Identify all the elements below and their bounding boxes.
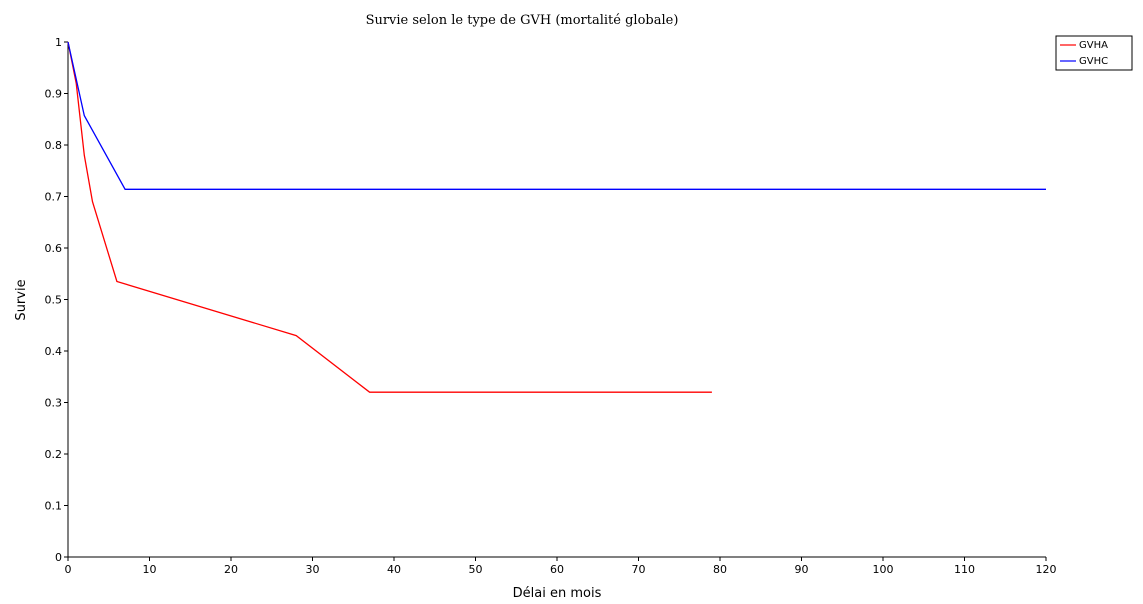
chart-title: Survie selon le type de GVH (mortalité g… — [366, 13, 679, 28]
x-tick-label: 50 — [469, 563, 483, 576]
y-tick-label: 0.8 — [45, 139, 63, 152]
x-tick-label: 70 — [632, 563, 646, 576]
series-line-gvha — [67, 41, 712, 393]
x-tick-label: 110 — [954, 563, 975, 576]
series-layer — [67, 41, 1046, 393]
y-tick-label: 0.1 — [45, 500, 63, 513]
y-tick-label: 0.7 — [45, 191, 63, 204]
legend-box — [1055, 35, 1133, 71]
x-tick-label: 120 — [1036, 563, 1057, 576]
y-tick-label: 0.6 — [45, 242, 63, 255]
x-tick-label: 20 — [224, 563, 238, 576]
series-line-gvhc — [67, 41, 1046, 190]
y-tick-label: 0.2 — [45, 448, 63, 461]
y-tick-label: 0 — [55, 551, 62, 564]
x-tick-label: 100 — [873, 563, 894, 576]
y-tick-label: 0.5 — [45, 294, 63, 307]
x-tick-label: 0 — [65, 563, 72, 576]
x-tick-label: 80 — [713, 563, 727, 576]
legend: GVHA GVHC — [1055, 35, 1133, 71]
legend-label-gvhc: GVHC — [1079, 56, 1108, 67]
x-tick-label: 90 — [795, 563, 809, 576]
y-axis-label: Survie — [14, 279, 29, 320]
y-tick-label: 0.9 — [45, 88, 63, 101]
y-tick-label: 1 — [55, 36, 62, 49]
x-tick-label: 10 — [143, 563, 157, 576]
y-axis: 0 0.1 0.2 0.3 0.4 0.5 0.6 0.7 0.8 0.9 1 — [45, 36, 69, 564]
legend-label-gvha: GVHA — [1079, 40, 1108, 51]
x-axis: 0 10 20 30 40 50 60 70 80 90 100 110 120 — [65, 556, 1057, 576]
y-tick-label: 0.4 — [45, 345, 63, 358]
x-tick-label: 30 — [306, 563, 320, 576]
x-axis-label: Délai en mois — [513, 586, 602, 601]
x-tick-label: 60 — [550, 563, 564, 576]
y-tick-label: 0.3 — [45, 397, 63, 410]
x-tick-label: 40 — [387, 563, 401, 576]
